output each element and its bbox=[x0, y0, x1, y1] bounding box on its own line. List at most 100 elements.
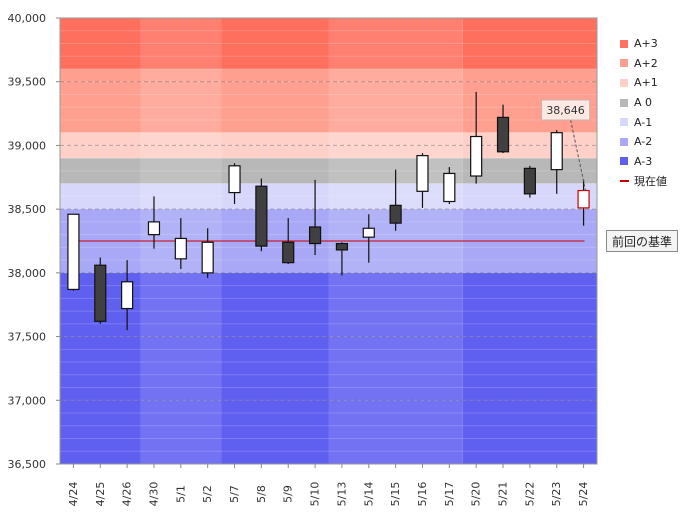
candle-body bbox=[470, 135, 483, 177]
band-a3-seg3 bbox=[328, 18, 463, 69]
y-tick-label: 38,000 bbox=[8, 267, 47, 280]
legend: A+3 A+2 A+1 A 0 A-1 A-2 A-3 現在値 bbox=[620, 34, 667, 191]
legend-label: A+3 bbox=[634, 37, 658, 51]
x-tick-label: 5/23 bbox=[550, 482, 563, 507]
candle-body bbox=[94, 264, 107, 322]
legend-label: 現在値 bbox=[634, 174, 667, 188]
x-tick-label: 4/25 bbox=[94, 482, 107, 507]
legend-label: A+2 bbox=[634, 56, 658, 70]
band-a1-seg0 bbox=[60, 183, 141, 210]
legend-item-current-value: 現在値 bbox=[620, 171, 667, 191]
legend-swatch bbox=[620, 78, 628, 87]
candle-body bbox=[523, 167, 536, 195]
x-tick-label: 5/9 bbox=[282, 485, 295, 503]
legend-item: A+1 bbox=[620, 73, 667, 93]
candle-body bbox=[416, 155, 429, 192]
legend-line bbox=[620, 179, 629, 182]
candle-body bbox=[308, 226, 322, 245]
x-tick-label: 5/21 bbox=[497, 482, 510, 507]
x-tick-label: 5/15 bbox=[389, 482, 402, 507]
candle-body bbox=[335, 242, 349, 251]
legend-swatch bbox=[620, 157, 628, 166]
plot-border bbox=[59, 17, 598, 465]
candle-body bbox=[443, 172, 456, 203]
legend-swatch bbox=[620, 59, 628, 68]
band-a3-seg1 bbox=[140, 272, 222, 464]
x-tick-label: 5/8 bbox=[255, 485, 268, 503]
band-a1-seg0 bbox=[60, 132, 141, 159]
legend-item: A 0 bbox=[620, 93, 667, 113]
annotation-leader bbox=[570, 119, 587, 191]
band-a3-seg4 bbox=[462, 272, 597, 464]
candle-body bbox=[228, 165, 241, 194]
x-tick-label: 5/20 bbox=[470, 482, 483, 507]
band-a1-seg1 bbox=[140, 132, 222, 159]
candle-body bbox=[121, 281, 134, 310]
x-tick-label: 5/2 bbox=[201, 485, 214, 503]
x-tick-label: 5/24 bbox=[577, 482, 590, 507]
x-tick-label: 5/16 bbox=[416, 482, 429, 507]
x-tick-label: 5/7 bbox=[228, 485, 241, 503]
previous-basis-button[interactable]: 前回の基準 bbox=[606, 230, 678, 252]
band-a2-seg3 bbox=[328, 68, 463, 133]
candle-body bbox=[550, 132, 563, 171]
legend-swatch bbox=[620, 98, 628, 107]
legend-item: A+2 bbox=[620, 54, 667, 74]
legend-swatch bbox=[620, 137, 628, 146]
x-axis: 4/24 4/25 4/26 4/30 5/1 5/2 5/7 5/8 5/9 5/10 5/13 5… bbox=[67, 464, 590, 506]
y-tick-label: 40,000 bbox=[8, 12, 47, 25]
candle-body bbox=[147, 221, 161, 236]
band-a3-seg0 bbox=[60, 18, 141, 69]
legend-item: A-2 bbox=[620, 132, 667, 152]
x-tick-label: 5/10 bbox=[309, 482, 322, 507]
candle-body bbox=[67, 213, 80, 291]
legend-swatch bbox=[620, 118, 628, 127]
x-tick-label: 4/24 bbox=[67, 482, 80, 507]
candle-body bbox=[282, 241, 295, 264]
band-a0-seg0 bbox=[60, 158, 141, 184]
price-annotation: 38,646 bbox=[541, 99, 591, 191]
band-a3-seg3 bbox=[328, 272, 463, 464]
y-tick-label: 37,500 bbox=[8, 331, 47, 344]
band-a3-seg1 bbox=[140, 18, 222, 69]
candle-body bbox=[255, 185, 268, 247]
candle-body bbox=[362, 227, 375, 238]
candle-body bbox=[496, 116, 510, 153]
legend-item: A+3 bbox=[620, 34, 667, 54]
y-tick-label: 39,500 bbox=[8, 76, 47, 89]
band-a1-seg3 bbox=[328, 132, 463, 159]
y-tick-label: 39,000 bbox=[8, 139, 47, 152]
band-a2-seg2 bbox=[221, 68, 329, 133]
annotation-label: 38,646 bbox=[546, 104, 585, 117]
legend-label: A-3 bbox=[634, 154, 653, 168]
band-a3-seg2 bbox=[221, 18, 329, 69]
x-tick-label: 5/17 bbox=[443, 482, 456, 507]
band-a2-seg0 bbox=[60, 68, 141, 133]
x-tick-label: 5/1 bbox=[174, 485, 187, 503]
candle-body bbox=[201, 241, 214, 274]
candle-body bbox=[389, 204, 402, 224]
x-tick-label: 4/30 bbox=[147, 482, 160, 507]
x-tick-label: 5/22 bbox=[523, 482, 536, 507]
band-a1-seg2 bbox=[221, 132, 329, 159]
band-a3-seg2 bbox=[221, 272, 329, 464]
legend-label: A-1 bbox=[634, 115, 653, 129]
band-a3-seg4 bbox=[462, 18, 597, 69]
band-a0-seg1 bbox=[140, 158, 222, 184]
legend-label: A+1 bbox=[634, 76, 658, 90]
candle-body bbox=[174, 237, 187, 260]
x-tick-label: 4/26 bbox=[121, 482, 134, 507]
x-tick-label: 5/14 bbox=[362, 482, 375, 507]
candles bbox=[67, 91, 590, 331]
y-tick-label: 37,000 bbox=[8, 394, 47, 407]
x-tick-label: 5/13 bbox=[335, 482, 348, 507]
legend-item: A-3 bbox=[620, 152, 667, 172]
candle-body bbox=[577, 189, 590, 209]
legend-label: A 0 bbox=[634, 96, 653, 110]
y-tick-label: 38,500 bbox=[8, 203, 47, 216]
legend-item: A-1 bbox=[620, 112, 667, 132]
y-axis: 36,500 37,000 37,500 38,000 38,500 39,000 39,5… bbox=[8, 12, 60, 471]
band-a2-seg1 bbox=[140, 68, 222, 133]
legend-label: A-2 bbox=[634, 135, 653, 149]
